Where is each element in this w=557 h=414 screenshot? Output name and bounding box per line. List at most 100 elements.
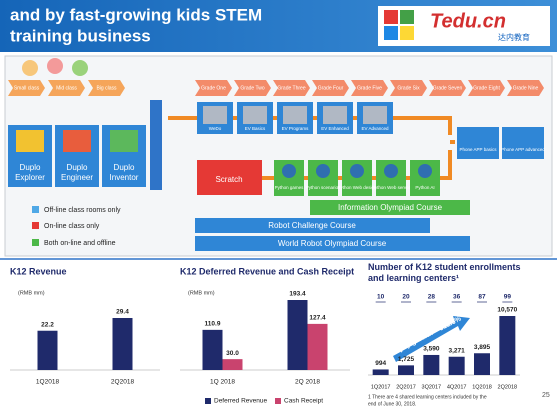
stage-chevron bbox=[312, 80, 349, 96]
course-label: Robot Challenge Course bbox=[268, 221, 356, 230]
course-bar bbox=[310, 200, 470, 215]
header-title: training business bbox=[10, 26, 151, 45]
scratch-label: Scratch bbox=[215, 175, 242, 184]
legend-label: Off-line class rooms only bbox=[44, 207, 121, 214]
stage-chevron bbox=[390, 80, 427, 96]
duplo-image bbox=[63, 130, 91, 152]
duplo-label: Duplo Inventor bbox=[110, 163, 139, 182]
kid-figure bbox=[22, 60, 38, 76]
header-title: and by fast-growing kids STEM bbox=[10, 5, 262, 24]
legend-swatch bbox=[275, 398, 281, 404]
chart-title: K12 Revenue bbox=[10, 266, 67, 276]
value-label: 110.9 bbox=[205, 321, 221, 328]
value-label: 994 bbox=[375, 360, 386, 367]
bar bbox=[202, 329, 223, 370]
robot-image bbox=[243, 106, 267, 124]
x-tick-label: 1Q2017 bbox=[371, 384, 391, 390]
duplo-label: Duplo Explorer bbox=[15, 163, 45, 182]
phone-label: Phone APP basics bbox=[460, 147, 498, 152]
robot-image bbox=[203, 106, 227, 124]
python-label: Python Web server bbox=[372, 185, 411, 190]
bar bbox=[372, 369, 389, 375]
phone-box bbox=[502, 127, 544, 159]
value-label: 30.0 bbox=[226, 350, 239, 357]
python-icon bbox=[384, 164, 398, 178]
robot-image bbox=[283, 106, 307, 124]
bar bbox=[307, 323, 328, 370]
bar bbox=[398, 365, 414, 375]
stage-label: Grade Seven bbox=[433, 85, 463, 91]
stage-label: Mid class bbox=[56, 85, 77, 91]
value-label: 3,590 bbox=[423, 346, 440, 353]
robot-image bbox=[323, 106, 347, 124]
x-tick-label: 3Q2017 bbox=[422, 384, 442, 390]
duplo-image bbox=[110, 130, 138, 152]
robot-image bbox=[363, 106, 387, 124]
stage-label: Grade Six bbox=[397, 85, 420, 91]
duplo-image bbox=[16, 130, 44, 152]
logo-text: Tedu.cn bbox=[430, 10, 506, 32]
legend-swatch bbox=[205, 398, 211, 404]
legend-swatch bbox=[32, 206, 39, 213]
legend-label: Cash Receipt bbox=[284, 398, 323, 405]
value-label: 127.4 bbox=[309, 315, 326, 322]
python-icon bbox=[350, 164, 364, 178]
stage-chevron bbox=[48, 80, 85, 96]
python-label: Python games bbox=[275, 185, 305, 190]
bar bbox=[112, 318, 133, 370]
legend-label: Both on-line and offline bbox=[44, 240, 116, 247]
bar bbox=[423, 354, 440, 375]
legend-swatch bbox=[32, 222, 39, 229]
stage-chevron bbox=[8, 80, 45, 96]
center-count: 20 bbox=[402, 294, 410, 301]
center-count: 36 bbox=[453, 294, 461, 301]
value-label: 193.4 bbox=[289, 291, 306, 298]
footnote: 1 There are 4 shared learning centers in… bbox=[368, 394, 487, 400]
x-tick-label: 1Q2018 bbox=[472, 384, 492, 390]
unit-label: (RMB mm) bbox=[18, 290, 45, 296]
value-label: 10,570 bbox=[497, 307, 517, 314]
legend-label: On-line class only bbox=[44, 223, 100, 230]
course-bar bbox=[195, 236, 470, 251]
bar bbox=[287, 300, 308, 370]
robot-label: EV Advanced bbox=[361, 126, 389, 131]
unit-label: (RMB mm) bbox=[188, 290, 215, 296]
legend-swatch bbox=[32, 239, 39, 246]
divider-bar bbox=[150, 100, 162, 190]
legend-label: Deferred Revenue bbox=[214, 398, 267, 405]
chart-title: Number of K12 student enrollments and lea… bbox=[368, 262, 521, 283]
scratch-box bbox=[197, 160, 262, 195]
robot-label: WeDo bbox=[209, 126, 222, 131]
footnote: end of June 30, 2018. bbox=[368, 401, 416, 407]
robot-label: EV Basics bbox=[245, 126, 266, 131]
x-tick-label: 4Q2017 bbox=[447, 384, 467, 390]
python-label: Python Web design bbox=[338, 185, 377, 190]
stage-label: Grade Three bbox=[277, 85, 305, 91]
x-tick-label: 1Q 2018 bbox=[210, 379, 235, 386]
stage-label: Grade Two bbox=[240, 85, 265, 91]
python-icon bbox=[316, 164, 330, 178]
logo-subtext: 达内教育 bbox=[498, 32, 530, 42]
logo-icon bbox=[400, 10, 414, 24]
value-label: 3,895 bbox=[474, 344, 491, 351]
stage-chevron bbox=[351, 80, 388, 96]
x-tick-label: 2Q2017 bbox=[396, 384, 416, 390]
bar bbox=[448, 356, 465, 375]
duplo-label: Duplo Engineer bbox=[61, 163, 93, 182]
stage-label: Grade Five bbox=[357, 85, 382, 91]
center-count: 87 bbox=[478, 294, 486, 301]
stage-label: Grade One bbox=[201, 85, 226, 91]
course-bar bbox=[195, 218, 430, 233]
kid-figure bbox=[72, 60, 88, 76]
x-tick-label: 2Q 2018 bbox=[295, 379, 320, 386]
stage-chevron bbox=[429, 80, 466, 96]
value-label: 22.2 bbox=[41, 321, 54, 328]
bar bbox=[37, 330, 58, 370]
python-icon bbox=[282, 164, 296, 178]
logo-icon bbox=[384, 26, 398, 40]
center-count: 10 bbox=[377, 294, 385, 301]
python-label: Python AI bbox=[415, 185, 434, 190]
stage-label: Big class bbox=[96, 85, 117, 91]
kid-figure bbox=[47, 58, 63, 74]
course-label: Information Olympiad Course bbox=[338, 203, 443, 212]
